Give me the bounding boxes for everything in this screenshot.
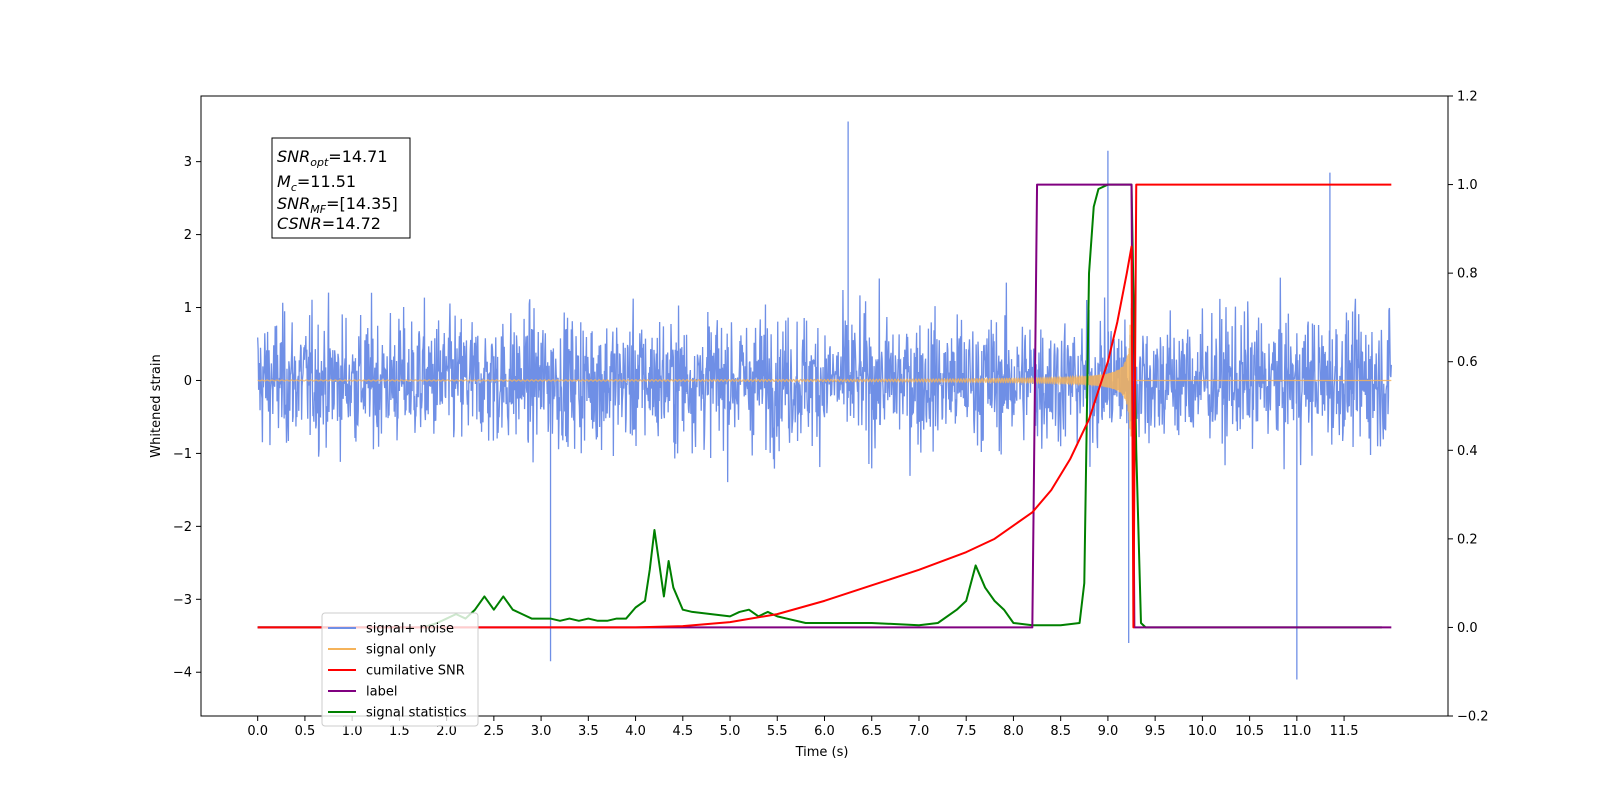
x-tick-label: 6.5 [861,724,882,739]
x-axis-label: Time (s) [795,745,849,760]
y-tick-label: 3 [184,155,192,170]
y-axis-ticks: 3 2 1 0 −1 −2 −3 −4 [173,155,201,681]
y2-tick-label: 1.2 [1457,90,1478,105]
legend-signal-statistics-label: signal statistics [366,706,467,721]
info-csnr: CSNR=14.72 [277,214,381,233]
line-signal-plus-noise [257,121,1392,680]
y2-tick-label: 0.4 [1457,444,1478,459]
x-tick-label: 11.5 [1330,724,1359,739]
legend-signal-plus-noise-label: signal+ noise [366,622,454,637]
x-axis-ticks: 0.0 0.5 1.0 1.5 2.0 2.5 3.0 3.5 4.0 4.5 5.0 5.5 6.0 6… [247,716,1359,739]
y2-tick-label: −0.2 [1457,710,1489,725]
y-axis-label: Whitened strain [149,354,164,457]
x-tick-label: 0.5 [295,724,316,739]
y2-axis-ticks: 1.2 1.0 0.8 0.6 0.4 0.2 0.0 −0.2 [1448,90,1489,725]
series-right-axis-lines [257,183,1392,629]
x-tick-label: 5.0 [720,724,741,739]
x-tick-label: 2.0 [436,724,457,739]
y-tick-label: −1 [173,447,192,462]
x-tick-label: 8.5 [1050,724,1071,739]
legend-label-label: label [366,685,397,700]
x-tick-label: 5.5 [767,724,788,739]
line-label [257,183,1392,629]
x-tick-label: 7.5 [956,724,977,739]
x-tick-label: 8.0 [1003,724,1024,739]
info-snr-opt: SNRopt=14.71 [277,147,388,169]
x-tick-label: 1.5 [389,724,410,739]
line-cumulative-snr [257,183,1392,629]
x-tick-label: 3.5 [578,724,599,739]
x-tick-label: 6.0 [814,724,835,739]
y-tick-label: 0 [184,374,192,389]
series-signal-only [257,308,1392,437]
y-tick-label: 2 [184,228,192,243]
legend-signal-only-label: signal only [366,643,436,658]
y-tick-label: −4 [173,666,192,681]
x-tick-label: 7.0 [909,724,930,739]
y2-tick-label: 0.2 [1457,532,1478,547]
x-tick-label: 0.0 [247,724,268,739]
info-chirp-mass: Mc=11.51 [277,172,356,194]
y2-tick-label: 0.8 [1457,267,1478,282]
x-tick-label: 3.0 [531,724,552,739]
x-tick-label: 1.0 [342,724,363,739]
line-signal-only [257,308,1392,437]
y2-tick-label: 0.0 [1457,621,1478,636]
info-annotation: SNRopt=14.71 Mc=11.51 SNRMF=[14.35] CSNR… [271,137,411,239]
legend-entries: signal+ noise signal only cumilative SNR la… [328,622,467,721]
legend-box [321,612,479,727]
y-tick-label: 1 [184,301,192,316]
y2-tick-label: 1.0 [1457,178,1478,193]
x-tick-label: 9.0 [1098,724,1119,739]
x-tick-label: 4.5 [672,724,693,739]
legend: signal+ noise signal only cumilative SNR la… [321,612,479,727]
x-tick-label: 2.5 [484,724,505,739]
x-tick-label: 10.0 [1188,724,1217,739]
line-signal-statistics [257,183,1382,629]
x-tick-label: 9.5 [1145,724,1166,739]
y2-tick-label: 0.6 [1457,355,1478,370]
info-snr-mf: SNRMF=[14.35] [277,194,398,216]
x-tick-label: 11.0 [1282,724,1311,739]
y-tick-label: −2 [173,520,192,535]
x-tick-label: 4.0 [625,724,646,739]
legend-cumulative-snr-label: cumilative SNR [366,664,465,679]
series-signal-plus-noise [257,121,1392,680]
x-tick-label: 10.5 [1235,724,1264,739]
y-tick-label: −3 [173,593,192,608]
info-box [271,137,411,239]
